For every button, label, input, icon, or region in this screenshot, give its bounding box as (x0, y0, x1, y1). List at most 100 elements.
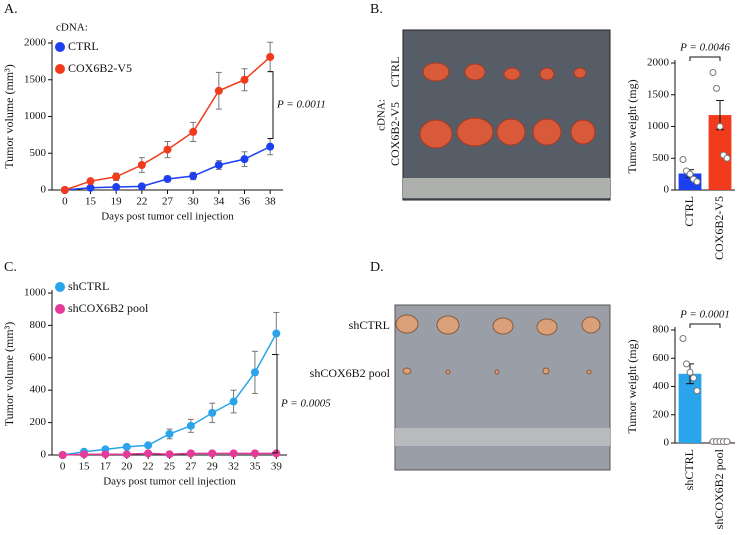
data-point (723, 154, 731, 162)
x-tick-label: 34 (213, 196, 225, 208)
marker (112, 172, 121, 181)
legend-marker (55, 282, 65, 292)
data-point (679, 156, 687, 164)
marker (189, 172, 198, 181)
x-tick-label: 36 (239, 196, 251, 208)
legend-label: COX6B2-V5 (68, 61, 132, 75)
marker (60, 186, 69, 194)
x-tick-label: shCOX6B2 pool (712, 448, 726, 529)
photo-row-label: CTRL (388, 57, 402, 88)
data-point (690, 374, 697, 382)
marker (80, 450, 89, 459)
y-tick-label: 0 (664, 437, 670, 449)
legend-marker (55, 64, 65, 74)
marker (112, 183, 121, 192)
x-tick-label: 17 (100, 461, 112, 473)
annotation: P = 0.0046 (679, 42, 730, 54)
y-tick-label: 600 (653, 352, 670, 364)
marker (208, 449, 217, 458)
x-tick-label: 0 (60, 461, 66, 473)
photo-group-label: cDNA: (376, 99, 388, 131)
legend-marker (55, 42, 65, 52)
marker (137, 182, 146, 191)
x-axis-label: Days post tumor cell injection (101, 211, 234, 223)
marker (163, 145, 172, 154)
x-tick-label: 20 (121, 461, 133, 473)
marker (189, 127, 198, 136)
data-point (693, 178, 701, 186)
marker (214, 161, 223, 170)
data-point (723, 438, 731, 446)
marker (58, 451, 67, 459)
marker (208, 408, 217, 417)
marker (186, 421, 195, 430)
photo-row-label: COX6B2-V5 (388, 102, 402, 166)
x-tick-label: 32 (228, 461, 239, 473)
data-point (686, 170, 694, 178)
y-tick-label: 1000 (647, 120, 670, 132)
x-tick-label: 0 (62, 196, 68, 208)
panel-label: D. (370, 260, 384, 275)
marker (266, 52, 275, 61)
x-tick-label: 15 (79, 461, 91, 473)
marker (165, 450, 174, 459)
x-tick-label: 35 (249, 461, 261, 473)
marker (101, 450, 110, 459)
line (64, 56, 271, 191)
x-tick-label: 15 (85, 196, 97, 208)
marker (144, 441, 153, 450)
annotation: P = 0.0005 (280, 397, 331, 409)
marker (240, 75, 249, 84)
marker (272, 329, 281, 338)
tumor-photo (402, 29, 611, 201)
y-axis-label: Tumor weight (mg) (625, 339, 639, 433)
marker (86, 183, 95, 192)
panel-label: B. (370, 2, 383, 17)
marker (250, 449, 259, 458)
y-tick-label: 400 (30, 384, 47, 396)
x-tick-label: 25 (164, 461, 176, 473)
marker (165, 429, 174, 438)
panel-label: A. (4, 2, 18, 17)
y-tick-label: 400 (653, 380, 670, 392)
x-tick-label: 22 (136, 196, 147, 208)
legend-marker (55, 304, 65, 314)
data-point (713, 84, 720, 92)
data-point (686, 368, 694, 376)
marker (163, 174, 172, 183)
y-axis-label: Tumor weight (mg) (625, 79, 639, 173)
legend-label: shCOX6B2 pool (68, 301, 149, 315)
legend-label: CTRL (68, 39, 99, 53)
marker (186, 449, 195, 458)
y-axis-label: Tumor volume (mm³) (2, 64, 16, 169)
panel-label: C. (4, 260, 17, 275)
y-tick-label: 800 (653, 324, 670, 336)
tumor-photo (394, 304, 611, 471)
marker (122, 450, 131, 459)
marker (137, 161, 146, 170)
x-tick-label: 38 (265, 196, 277, 208)
y-tick-label: 500 (30, 147, 47, 159)
photo-row-label: shCOX6B2 pool (310, 366, 391, 380)
significance-bracket (689, 323, 721, 328)
x-tick-label: 39 (271, 461, 283, 473)
data-point (693, 387, 701, 395)
x-tick-label: 19 (111, 196, 123, 208)
y-tick-label: 0 (41, 449, 47, 461)
marker (240, 155, 249, 164)
y-tick-label: 500 (653, 152, 670, 164)
y-tick-label: 1000 (24, 287, 47, 299)
data-point (716, 123, 724, 130)
y-tick-label: 1500 (24, 73, 47, 85)
y-tick-label: 600 (30, 351, 47, 363)
data-point (683, 360, 690, 368)
marker (214, 86, 223, 95)
annotation: P = 0.0011 (276, 99, 326, 111)
x-tick-label: 29 (207, 461, 219, 473)
x-tick-label: CTRL (682, 196, 696, 227)
marker (229, 397, 238, 406)
significance-bracket (272, 354, 278, 454)
bar (708, 115, 732, 190)
x-tick-label: COX6B2-V5 (712, 196, 726, 260)
